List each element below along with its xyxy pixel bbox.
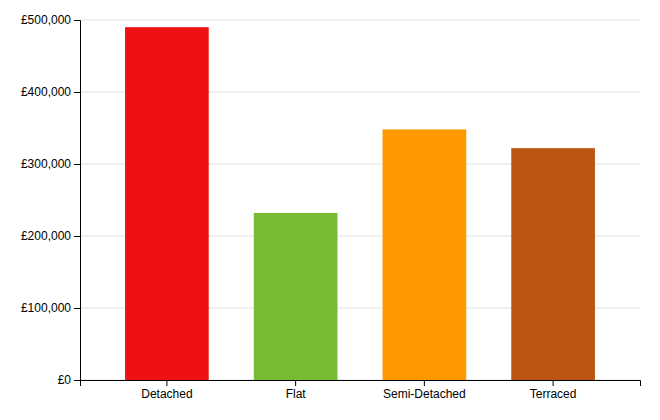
y-tick-label: £100,000: [21, 301, 71, 315]
x-tick: Terraced: [530, 380, 577, 401]
bar: [511, 148, 595, 380]
x-axis-line: [81, 381, 641, 387]
y-tick-mark: [74, 236, 80, 237]
y-tick-mark: [74, 380, 80, 381]
bar: [254, 213, 338, 380]
y-tick-label: £200,000: [21, 229, 71, 243]
y-tick: £300,000: [21, 157, 80, 171]
grid-line: [80, 20, 640, 21]
y-tick: £200,000: [21, 229, 80, 243]
bar: [125, 27, 209, 380]
y-axis-line: [74, 21, 81, 381]
y-tick-label: £500,000: [21, 13, 71, 27]
plot: £0 £100,000 £200,000 £300,000 £400,000 £500,0…: [21, 13, 641, 400]
y-tick-label: £300,000: [21, 157, 71, 171]
x-tick: Flat: [286, 380, 307, 401]
x-tick: Semi-Detached: [383, 380, 466, 401]
x-tick-label: Semi-Detached: [383, 387, 466, 401]
y-tick-mark: [74, 92, 80, 93]
y-tick: £500,000: [21, 13, 80, 27]
x-tick-label: Flat: [286, 387, 307, 401]
x-tick: Detached: [141, 380, 192, 401]
x-tick-mark: [295, 380, 296, 386]
x-tick-mark: [553, 380, 554, 386]
y-tick-label: £400,000: [21, 85, 71, 99]
y-tick: £100,000: [21, 301, 80, 315]
chart: £0 £100,000 £200,000 £300,000 £400,000 £500,0…: [0, 0, 660, 420]
y-tick: £400,000: [21, 85, 80, 99]
y-tick-mark: [74, 20, 80, 21]
bars: [125, 27, 595, 380]
bar: [383, 129, 467, 380]
y-tick-mark: [74, 308, 80, 309]
x-axis: Detached Flat Semi-Detached Terraced: [81, 380, 641, 401]
x-tick-mark: [424, 380, 425, 386]
x-tick-label: Detached: [141, 387, 192, 401]
grid: [80, 20, 640, 380]
y-tick: £0: [58, 373, 80, 387]
x-tick-label: Terraced: [530, 387, 577, 401]
y-axis: £0 £100,000 £200,000 £300,000 £400,000 £500,0…: [21, 13, 81, 387]
y-tick-label: £0: [58, 373, 72, 387]
x-tick-mark: [166, 380, 167, 386]
y-tick-mark: [74, 164, 80, 165]
